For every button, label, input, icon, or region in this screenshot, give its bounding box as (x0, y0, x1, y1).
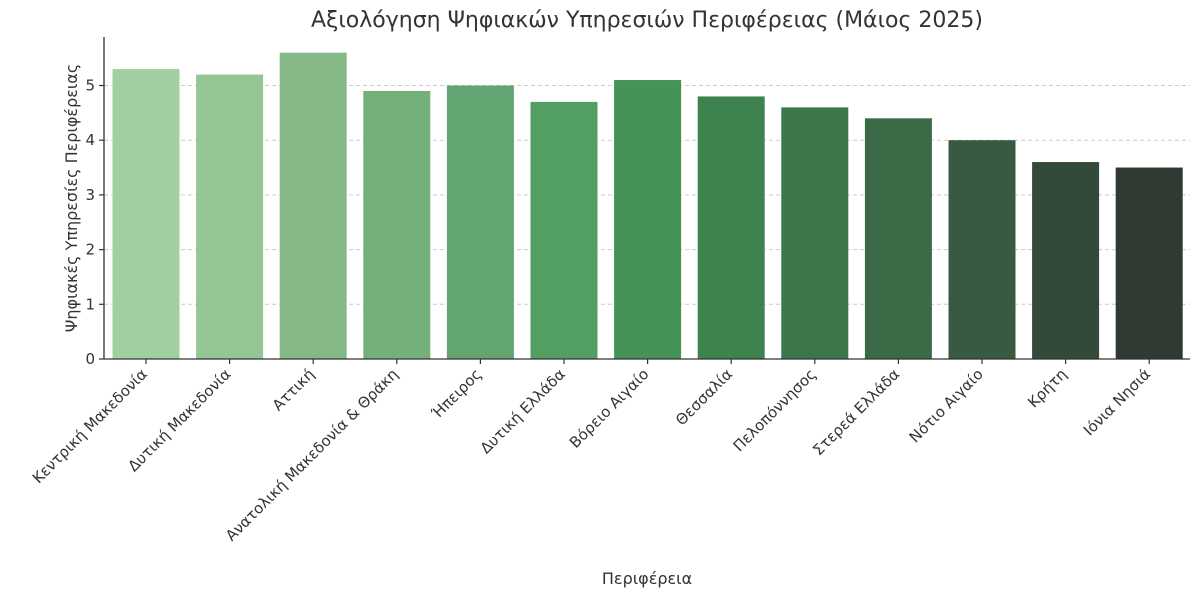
x-tick-label: Κρήτη (1024, 365, 1070, 411)
bar (196, 74, 264, 359)
x-tick-label: Αττική (269, 365, 318, 414)
x-tick-label: Θεσσαλία (672, 365, 736, 429)
bar (112, 69, 180, 359)
bar (1115, 167, 1183, 359)
bar (864, 118, 932, 359)
bar (781, 107, 849, 359)
y-tick-label: 0 (85, 350, 95, 368)
bar (614, 80, 682, 359)
bar (1032, 162, 1100, 359)
y-tick-label: 5 (85, 77, 95, 95)
y-axis-label: Ψηφιακές Υπηρεσίες Περιφέρειας (62, 64, 81, 332)
x-tick-label: Ανατολική Μακεδονία & Θράκη (222, 365, 402, 545)
x-tick-label: Δυτική Ελλάδα (477, 365, 569, 457)
y-axis: 0 1 2 3 4 5 (85, 77, 104, 368)
x-tick-label: Στερεά Ελλάδα (809, 365, 903, 459)
x-tick-label: Πελοπόννησος (730, 365, 820, 455)
y-tick-label: 1 (85, 295, 95, 313)
x-tick-label: Ιόνια Νησιά (1080, 365, 1154, 439)
y-tick-label: 2 (85, 241, 95, 259)
bar (279, 52, 347, 360)
bar (530, 101, 598, 359)
bar (948, 140, 1016, 359)
y-tick-label: 3 (85, 186, 95, 204)
chart-title: Αξιολόγηση Ψηφιακών Υπηρεσιών Περιφέρεια… (311, 8, 983, 33)
x-tick-label: Βόρειο Αιγαίο (566, 365, 653, 452)
bar (446, 85, 514, 359)
y-tick-label: 4 (85, 131, 95, 149)
bar (697, 96, 765, 359)
bars (112, 52, 1183, 360)
x-tick-label: Νότιο Αιγαίο (906, 365, 987, 446)
x-axis-label: Περιφέρεια (602, 569, 692, 588)
bar (363, 90, 431, 359)
x-tick-label: Ήπειρος (427, 365, 485, 423)
